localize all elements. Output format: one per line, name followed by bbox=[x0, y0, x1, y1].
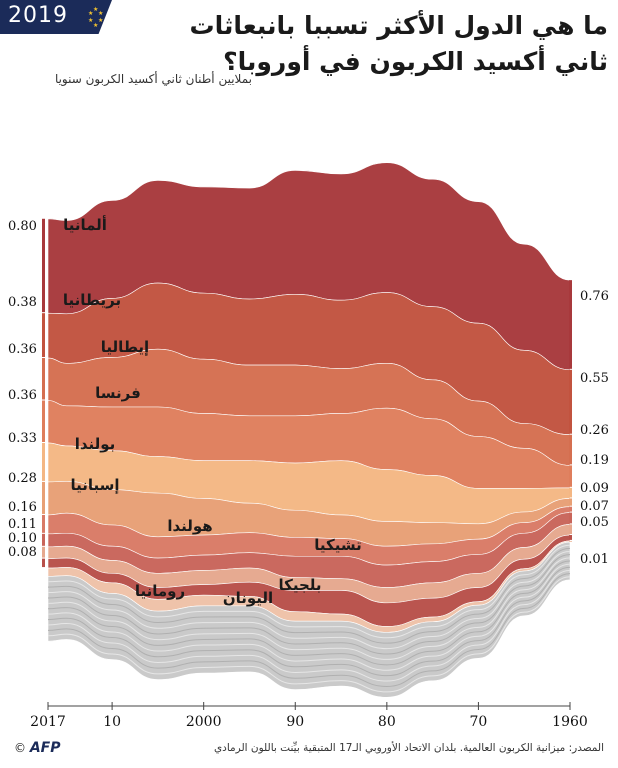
right-value: 0.26 bbox=[580, 423, 609, 438]
country-label: اليونان bbox=[223, 589, 273, 607]
x-tick-label: 2000 bbox=[186, 714, 222, 730]
title-line-1: ما هي الدول الأكثر تسببا بانبعاثات bbox=[189, 11, 608, 40]
right-value: 0.09 bbox=[580, 481, 609, 496]
left-value: 0.11 bbox=[8, 517, 37, 532]
x-axis: 2017 10 2000 90 80 70 1960 bbox=[30, 702, 588, 730]
left-bar-ألمانيا bbox=[42, 218, 45, 313]
right-bar-بريطانيا bbox=[569, 369, 572, 434]
right-value: 0.55 bbox=[580, 371, 609, 386]
right-bar-فرنسا bbox=[569, 465, 572, 487]
right-bar-اليونان bbox=[569, 540, 572, 542]
left-bar-بريطانيا bbox=[42, 313, 45, 358]
x-tick-label: 2017 bbox=[30, 714, 66, 730]
left-value: 0.36 bbox=[8, 388, 37, 403]
other-eu-line bbox=[47, 551, 571, 650]
country-label: هولندا bbox=[167, 517, 212, 535]
left-bar-إسبانيا bbox=[42, 481, 45, 514]
left-bar-رومانيا bbox=[42, 558, 45, 568]
country-label: بلجيكا bbox=[278, 576, 321, 594]
right-bar-بولندا bbox=[569, 487, 572, 498]
left-value: 0.10 bbox=[8, 531, 37, 546]
right-bar-رومانيا bbox=[569, 535, 572, 540]
source-note: المصدر: ميزانية الكربون العالمية. بلدان … bbox=[213, 742, 604, 754]
left-value: 0.33 bbox=[8, 431, 37, 446]
right-value: 0.05 bbox=[580, 515, 609, 530]
chart-title: ما هي الدول الأكثر تسببا بانبعاثات ثاني … bbox=[138, 8, 608, 80]
left-value: 0.08 bbox=[8, 545, 37, 560]
x-tick-label: 90 bbox=[286, 714, 304, 730]
svg-text:★: ★ bbox=[88, 17, 93, 24]
eu-stars-icon: ★★★ ★★★ bbox=[88, 6, 103, 29]
x-tick-label: 70 bbox=[470, 714, 488, 730]
svg-text:★: ★ bbox=[88, 10, 93, 17]
left-bar-إيطاليا bbox=[42, 358, 45, 400]
right-bar-إيطاليا bbox=[569, 434, 572, 465]
right-value-bars bbox=[569, 280, 572, 542]
title-line-2: ثاني أكسيد الكربون في أوروبا؟ bbox=[223, 47, 608, 76]
left-bar-فرنسا bbox=[42, 400, 45, 442]
country-label: فرنسا bbox=[95, 384, 141, 402]
other-eu-line bbox=[47, 563, 571, 671]
right-bar-إسبانيا bbox=[569, 498, 572, 506]
afp-logo: AFP bbox=[29, 740, 61, 756]
area-layers bbox=[47, 162, 571, 698]
left-value: 0.36 bbox=[8, 342, 37, 357]
afp-credit: © AFP bbox=[14, 740, 61, 756]
x-tick-label: 10 bbox=[103, 714, 121, 730]
other-eu-line bbox=[47, 554, 571, 655]
other-eu-line bbox=[47, 566, 571, 677]
area-other-eu bbox=[47, 541, 571, 698]
country-label: تشيكيا bbox=[314, 536, 362, 554]
left-bar-بلجيكا bbox=[42, 546, 45, 558]
x-tick-label: 1960 bbox=[552, 714, 588, 730]
svg-text:★: ★ bbox=[98, 17, 103, 24]
other-eu-line bbox=[47, 569, 571, 682]
left-value: 0.28 bbox=[8, 471, 37, 486]
left-value: 0.80 bbox=[8, 219, 37, 234]
svg-text:★: ★ bbox=[93, 6, 98, 13]
country-label: إسبانيا bbox=[70, 476, 119, 494]
right-value: 0.19 bbox=[580, 453, 609, 468]
country-label: ألمانيا bbox=[63, 215, 107, 234]
badge-year: 2019 bbox=[8, 3, 68, 28]
country-label: بولندا bbox=[75, 435, 116, 453]
x-tick-label: 80 bbox=[378, 714, 396, 730]
other-eu-line bbox=[47, 573, 571, 687]
country-label: رومانيا bbox=[135, 582, 185, 600]
unit-label: بملايين أطنان ثاني أكسيد الكربون سنويا bbox=[54, 72, 252, 86]
left-bar-تشيكيا bbox=[42, 533, 45, 546]
other-eu-line bbox=[47, 544, 571, 639]
left-value: 0.16 bbox=[8, 500, 37, 515]
country-labels: ألمانيا بريطانيا إيطاليا فرنسا بولندا إسبانيا… bbox=[63, 215, 362, 607]
left-bar-بولندا bbox=[42, 442, 45, 481]
right-bar-ألمانيا bbox=[569, 280, 572, 369]
right-bar-هولندا bbox=[569, 506, 572, 512]
left-bar-هولندا bbox=[42, 514, 45, 533]
right-bar-تشيكيا bbox=[569, 512, 572, 524]
left-value-bars bbox=[42, 218, 45, 568]
right-values: 0.76 0.55 0.26 0.19 0.09 0.070.05 0.01 bbox=[580, 289, 609, 567]
other-eu-line bbox=[47, 557, 571, 660]
right-bar-بلجيكا bbox=[569, 524, 572, 535]
left-values: 0.80 0.38 0.36 0.36 0.33 0.28 0.16 0.110.100.08 bbox=[8, 219, 37, 560]
other-eu-line bbox=[47, 547, 571, 644]
country-label: بريطانيا bbox=[63, 291, 121, 309]
country-label: إيطاليا bbox=[101, 338, 149, 356]
copyright-symbol: © bbox=[14, 741, 26, 755]
right-value: 0.01 bbox=[580, 552, 609, 567]
right-value: 0.07 bbox=[580, 499, 609, 514]
other-eu-line bbox=[47, 560, 571, 666]
year-badge: 2019 ★ ★ ★ ★ ★ ★ bbox=[0, 0, 112, 34]
svg-text:★: ★ bbox=[98, 10, 103, 17]
other-eu-line bbox=[47, 576, 571, 693]
right-value: 0.76 bbox=[580, 289, 609, 304]
left-value: 0.38 bbox=[8, 295, 37, 310]
svg-text:★: ★ bbox=[93, 22, 98, 29]
